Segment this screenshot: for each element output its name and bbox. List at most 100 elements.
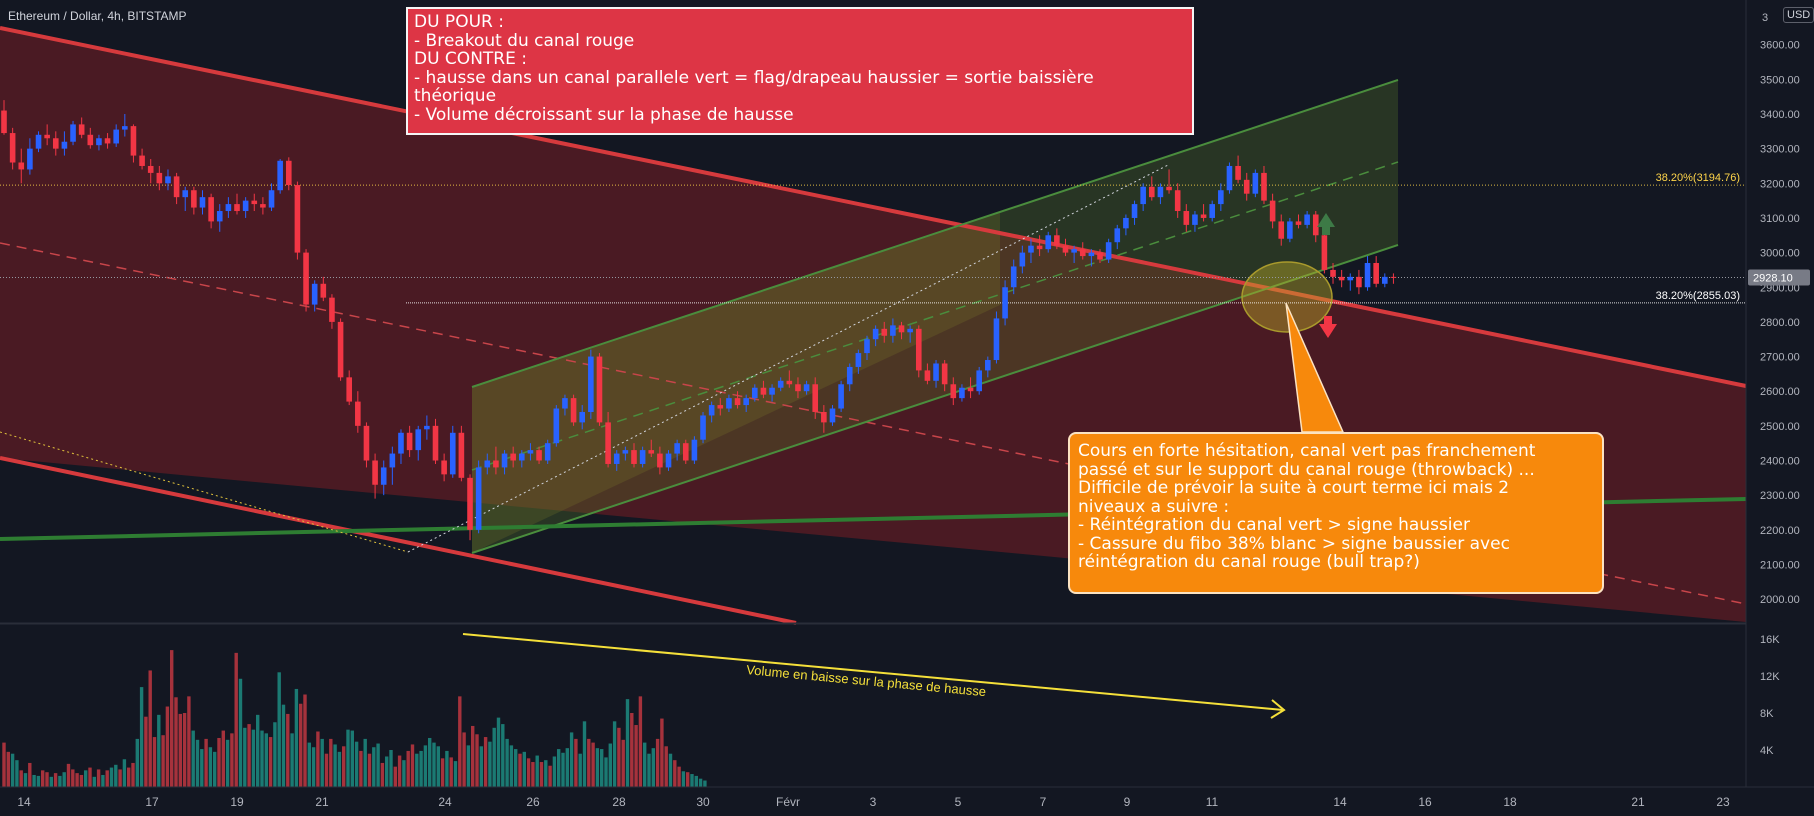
callout-line: - Réintégration du canal vert > signe ha… (1078, 515, 1470, 535)
volume-bar (268, 737, 273, 787)
candle (1269, 193, 1276, 229)
candle (70, 120, 76, 146)
candle (104, 133, 111, 149)
candle (1097, 249, 1103, 263)
candle (760, 380, 767, 399)
candle (1235, 155, 1241, 184)
candle (1036, 235, 1043, 257)
callout-line: - Cassure du fibo 38% blanc > signe baus… (1078, 533, 1510, 554)
volume-bar (466, 745, 471, 787)
volume-bar (677, 766, 681, 787)
candle (208, 193, 214, 229)
volume-bar (509, 745, 514, 787)
volume-bar (604, 757, 608, 787)
volume-bar (501, 724, 505, 787)
price-tick-label: 2200.00 (1760, 525, 1800, 537)
currency-badge[interactable]: USD (1783, 7, 1814, 23)
callout-line: réintégration du canal rouge (bull trap?… (1078, 552, 1420, 572)
candle (1252, 169, 1259, 198)
time-tick-label: 26 (526, 795, 540, 809)
time-tick-label: 17 (145, 795, 159, 809)
volume-bar (630, 713, 634, 787)
volume-bar (522, 751, 526, 787)
volume-bar (350, 730, 354, 787)
time-tick-label: 11 (1206, 795, 1219, 809)
pros-cons-note[interactable]: DU POUR : - Breakout du canal rouge DU C… (406, 7, 1194, 135)
candle (829, 405, 836, 426)
candle (1226, 162, 1233, 194)
candle (27, 138, 33, 175)
volume-bar (647, 753, 651, 787)
volume-bar (243, 727, 247, 787)
candle (268, 183, 275, 212)
arrow-up-icon (1317, 213, 1335, 235)
time-tick-label: 16 (1418, 795, 1432, 809)
volume-bar (41, 770, 45, 787)
candle (113, 124, 119, 147)
volume-bar (475, 734, 479, 787)
volume-bar (595, 748, 600, 787)
candle (493, 446, 499, 475)
volume-bar (204, 738, 208, 787)
volume-bar (23, 773, 28, 787)
candle (441, 453, 447, 482)
candle (510, 446, 516, 468)
candle (139, 148, 145, 170)
candle (941, 360, 948, 392)
green-channel-upper-line (471, 79, 1399, 388)
white-dotted-trendline (407, 164, 1169, 553)
volume-bar (535, 755, 539, 787)
volume-bar (161, 735, 165, 787)
volume-bar (380, 762, 385, 787)
candle (1209, 200, 1215, 222)
candle (967, 377, 974, 399)
symbol-title[interactable]: Ethereum / Dollar, 4h, BITSTAMP (8, 9, 187, 23)
candle (544, 439, 551, 464)
volume-bar (221, 730, 225, 787)
time-axis-bg[interactable] (0, 787, 1814, 816)
candle (777, 377, 784, 392)
analysis-callout[interactable]: Cours en forte hésitation, canal vert pa… (1068, 432, 1604, 594)
candle (44, 124, 50, 146)
callout-line: niveaux a suivre : (1078, 496, 1230, 517)
volume-bar (277, 672, 281, 787)
volume-bar (178, 713, 182, 787)
candle (1183, 204, 1190, 232)
candle (639, 446, 646, 468)
volume-bar (587, 738, 591, 787)
candle (52, 131, 59, 156)
candle (96, 134, 102, 151)
volume-bar (406, 750, 410, 787)
candle (1062, 238, 1069, 257)
candle (1157, 183, 1164, 205)
candle (864, 335, 870, 361)
volume-bar (324, 753, 329, 787)
candle (320, 276, 327, 302)
volume-bar (234, 652, 238, 787)
candle (1028, 238, 1034, 263)
candle (251, 193, 258, 212)
volume-bar (139, 687, 144, 787)
volume-bar (337, 751, 342, 787)
candle (665, 450, 672, 471)
candle (795, 377, 801, 399)
price-tick-label: 3400.00 (1760, 109, 1800, 121)
candle (1174, 183, 1181, 218)
volume-bar (548, 765, 552, 787)
candle (182, 186, 189, 212)
candle (337, 318, 344, 381)
candle (752, 384, 758, 402)
candle (1, 100, 7, 135)
volume-bar (660, 718, 664, 787)
volume-bar (479, 746, 483, 787)
callout-line: Cours en forte hésitation, canal vert pa… (1078, 441, 1536, 461)
volume-bar (28, 762, 32, 787)
volume-bar (217, 737, 221, 787)
candle (1356, 269, 1362, 295)
candle (380, 460, 387, 496)
candle (415, 425, 422, 461)
price-axis-bg[interactable] (1746, 0, 1814, 787)
price-tick-label: 2400.00 (1760, 456, 1800, 468)
volume-bar (638, 696, 643, 787)
